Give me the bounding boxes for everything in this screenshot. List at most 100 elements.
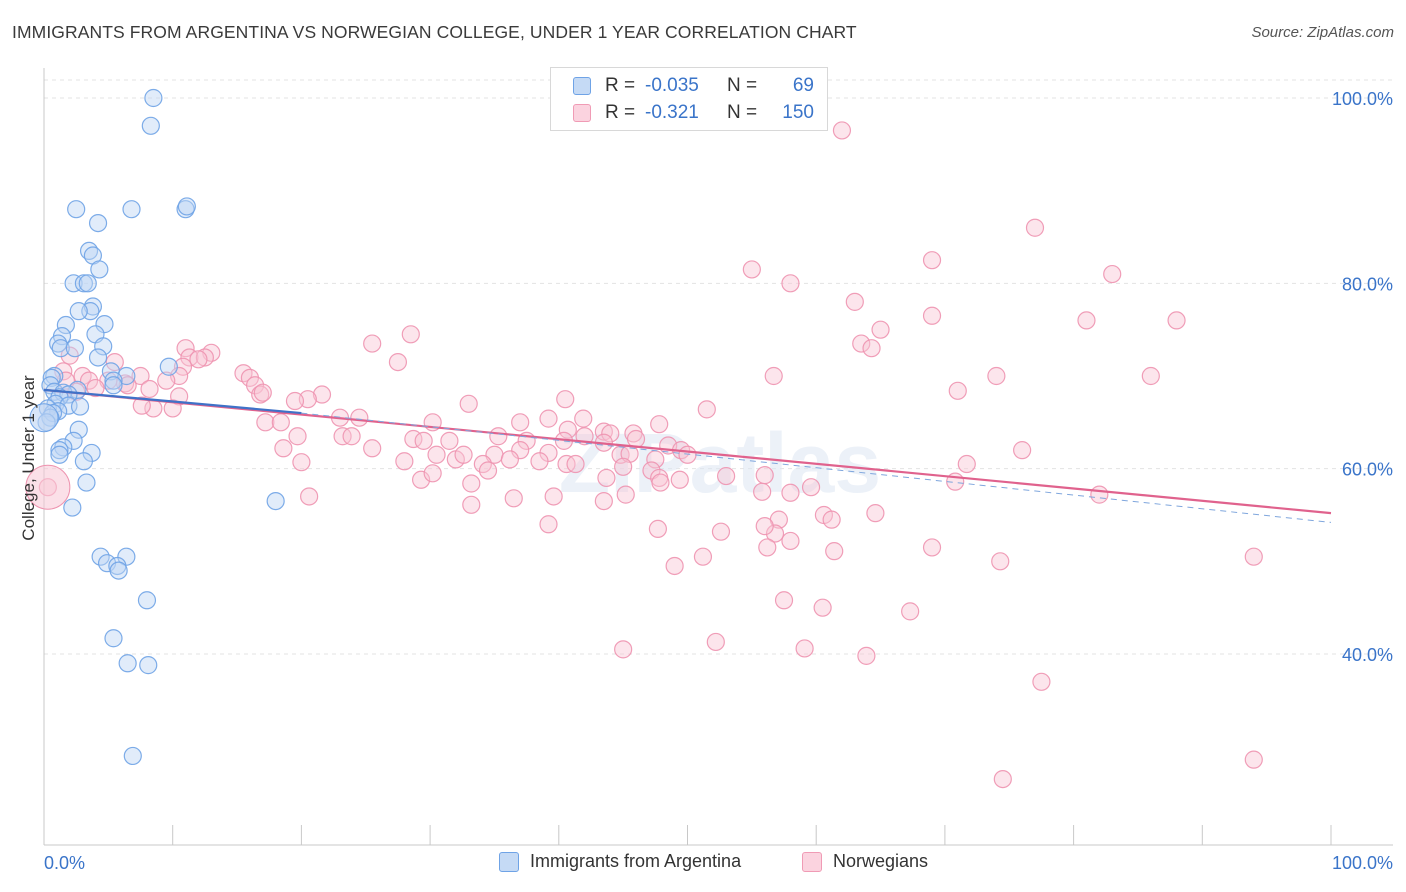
norwegians-point [288,427,307,446]
norwegians-point [614,457,633,476]
legend-row-norwegians: R = -0.321 N = 150 [573,101,814,125]
norwegians-point [459,394,478,413]
argentina-point [94,337,113,356]
norwegians-point [395,452,414,471]
legend-label: Immigrants from Argentina [530,851,742,871]
argentina-point [50,445,69,464]
norwegians-point [131,366,150,386]
r-value: -0.035 [645,75,699,96]
series-legend: Immigrants from Argentina Norwegians [0,851,1406,877]
argentina-point [29,403,59,433]
norwegians-point [693,547,713,566]
norwegians-point [1025,218,1045,237]
norwegians-point [650,415,669,434]
argentina-trend-line [43,388,302,415]
norwegians-point [922,306,942,325]
norwegians-point [597,468,616,488]
argentina-point [74,274,93,293]
legend-swatch-blue [573,77,591,95]
argentina-point [88,348,108,367]
norwegians-point [1244,750,1263,769]
norwegians-point [594,492,613,511]
norwegians-point [427,445,446,464]
norwegians-point [922,538,942,557]
argentina-point [159,357,178,376]
argentina-point [137,591,157,610]
argentina-point [65,339,84,358]
norwegians-point [991,552,1010,571]
norwegians-point [245,376,265,395]
norwegians-point [511,441,530,460]
norwegians-point [742,260,761,279]
norwegians-point [401,325,420,344]
norwegians-point [1244,547,1263,566]
norwegians-point [132,396,151,415]
legend-swatch-pink [573,104,591,122]
r-label: R = [605,102,636,123]
series-argentina-points [29,88,285,766]
norwegians-point [454,445,473,464]
norwegians-point [274,439,293,458]
norwegians-point [781,531,800,551]
r-label: R = [605,75,636,96]
norwegians-point [651,473,670,492]
norwegians-point [253,383,272,402]
argentina-point [56,315,75,335]
chart-title: IMMIGRANTS FROM ARGENTINA VS NORWEGIAN C… [12,22,857,42]
argentina-point [69,302,88,321]
legend-item-norwegians[interactable]: Norwegians [802,851,928,872]
legend-item-argentina[interactable]: Immigrants from Argentina [499,851,741,872]
norwegians-point [478,461,498,480]
x-tick-label: 0.0% [44,853,85,873]
norwegians-point [423,464,442,483]
norwegians-point [852,334,871,353]
norwegians-point [948,381,967,400]
norwegians-point [173,357,193,376]
norwegians-point [1167,311,1186,330]
norwegians-point [195,348,214,367]
norwegians-point [642,461,661,480]
argentina-point [266,492,285,511]
norwegians-point [781,274,800,293]
argentina-point [64,431,83,450]
norwegians-point [616,485,635,504]
tick-labels: 40.0% 60.0% 80.0% 100.0% 0.0% 100.0% [44,89,1393,873]
norwegians-point [755,466,774,485]
y-tick-label: 60.0% [1342,460,1393,480]
norwegians-point [574,409,593,428]
norwegians-point [285,391,305,411]
norwegians-point [25,464,71,510]
norwegians-point [764,366,783,386]
norwegians-point [922,251,942,270]
norwegians-point [189,350,208,369]
norwegians-point [411,470,431,489]
norwegians-point [157,371,176,390]
argentina-point [122,200,141,219]
argentina-point [51,339,70,358]
norwegians-point [862,339,881,358]
argentina-point [144,88,163,108]
r-value: -0.321 [645,102,699,123]
argentina-point [118,654,137,673]
norwegians-point [795,639,814,658]
argentina-point [141,116,160,135]
norwegians-point [530,452,549,471]
norwegians-point [670,470,689,489]
norwegians-point [601,424,620,443]
argentina-point [63,498,82,517]
norwegians-point [558,420,577,439]
argentina-point [104,376,123,395]
trend-lines [43,388,1332,523]
norwegians-point [857,646,876,665]
norwegians-point [774,591,794,610]
n-value: 150 [782,102,814,123]
norwegians-point [180,348,199,367]
norwegians-point [957,454,976,474]
axes [43,68,1393,846]
source-label: Source: ZipAtlas.com [1251,24,1394,41]
norwegians-point [1090,485,1109,504]
stats-legend: R = -0.035 N = 69 R = -0.321 N = 150 [550,67,828,131]
argentina-point [67,200,86,219]
norwegians-point [414,431,433,450]
norwegians-point [825,542,844,561]
